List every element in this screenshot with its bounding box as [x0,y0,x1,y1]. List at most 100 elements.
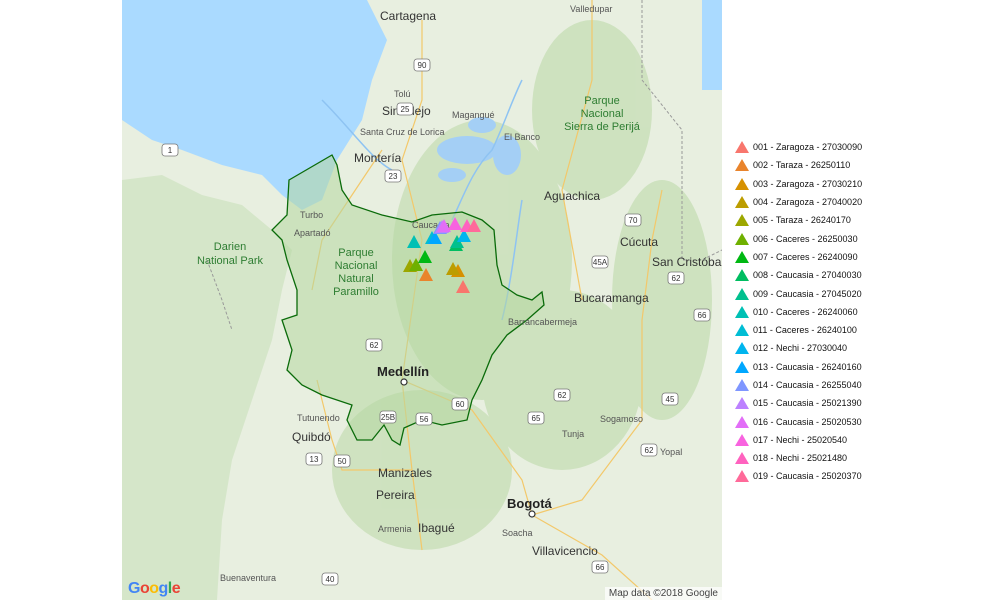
road-shield: 25B [379,410,397,424]
svg-text:60: 60 [456,400,465,409]
label-ibague: Ibagué [418,521,455,535]
label-tolu: Tolú [394,89,411,99]
triangle-icon [735,250,749,263]
lake-maracaibo [702,0,722,90]
triangle-icon [735,159,749,172]
legend-label: 017 - Nechi - 25020540 [753,434,848,445]
station-marker[interactable] [448,217,462,230]
station-marker[interactable] [418,250,432,263]
legend-item: 012 - Nechi - 27030040 [734,339,994,357]
legend-item: 001 - Zaragoza - 27030090 [734,138,994,156]
label-manizales: Manizales [378,466,432,480]
label-aguachica: Aguachica [544,189,600,203]
station-marker[interactable] [446,262,460,275]
label-soacha: Soacha [502,528,533,538]
map-canvas: Cartagena Valledupar Tolú Sincelejo Maga… [122,0,722,600]
google-logo: Google [128,580,181,597]
road-shield: 1 [161,143,179,157]
label-san-cristobal: San Cristóbal [652,255,722,269]
legend-item: 016 - Caucasia - 25020530 [734,412,994,430]
legend-label: 012 - Nechi - 27030040 [753,343,848,354]
legend-label: 010 - Caceres - 26240060 [753,306,858,317]
label-yopal: Yopal [660,447,682,457]
country-border [206,0,722,331]
svg-text:90: 90 [418,61,427,70]
road-shield: 62 [553,388,571,402]
legend-label: 015 - Caucasia - 25021390 [753,398,862,409]
svg-text:66: 66 [698,311,707,320]
label-caucasia: Caucasia [412,220,450,230]
triangle-icon [735,397,749,410]
legend-item: 015 - Caucasia - 25021390 [734,394,994,412]
svg-text:66: 66 [596,563,605,572]
triangle-icon [735,342,749,355]
station-marker[interactable] [467,219,481,232]
road-shield: 45 [661,392,679,406]
map-view[interactable]: Cartagena Valledupar Tolú Sincelejo Maga… [122,0,722,600]
svg-text:45A: 45A [593,258,608,267]
map-attribution[interactable]: Map data ©2018 Google [604,587,722,600]
road-shield: 66 [591,560,609,574]
legend-item: 003 - Zaragoza - 27030210 [734,175,994,193]
legend-label: 005 - Taraza - 26240170 [753,215,851,226]
triangle-icon [735,360,749,373]
label-pereira: Pereira [376,488,415,502]
station-marker[interactable] [407,235,421,248]
road-shield: 60 [451,397,469,411]
road-shield: 66 [693,308,711,322]
triangle-icon [735,214,749,227]
station-marker[interactable] [450,235,464,248]
road-shield: 50 [333,454,351,468]
legend-item: 009 - Caucasia - 27045020 [734,284,994,302]
label-cartagena: Cartagena [380,9,436,23]
park-labels: Parque Nacional Sierra de Perijá Darien … [197,95,641,298]
label-paramillo-3: Natural [338,273,373,285]
legend-label: 014 - Caucasia - 26255040 [753,380,862,390]
label-monteria: Montería [354,151,402,165]
legend-item: 011 - Caceres - 26240100 [734,321,994,339]
station-marker[interactable] [409,258,423,271]
triangle-icon [735,433,749,446]
station-marker[interactable] [437,219,451,232]
legend-item: 013 - Caucasia - 26240160 [734,358,994,376]
svg-text:62: 62 [370,341,379,350]
label-bucaramanga: Bucaramanga [574,291,649,305]
legend-label: 008 - Caucasia - 27040030 [753,270,862,281]
station-marker[interactable] [419,268,433,281]
svg-text:45: 45 [666,395,675,404]
label-perija-3: Sierra de Perijá [564,121,641,133]
road-shield: 70 [624,213,642,227]
road-shield: 62 [640,443,658,457]
label-cucuta: Cúcuta [620,235,658,249]
label-buenaventura: Buenaventura [220,573,276,583]
road-shield: 90 [413,58,431,72]
label-santa-cruz-de-lorica: Santa Cruz de Lorica [360,127,445,137]
svg-text:62: 62 [645,446,654,455]
svg-text:1: 1 [168,146,173,155]
city-labels: Cartagena Valledupar Tolú Sincelejo Maga… [220,4,722,583]
station-marker[interactable] [456,280,470,293]
triangle-icon [735,305,749,318]
svg-text:13: 13 [310,455,319,464]
road-shield: 45A [591,255,609,269]
station-marker[interactable] [457,229,471,242]
triangle-icon [735,287,749,300]
station-markers [403,217,481,293]
triangle-icon [735,196,749,209]
label-paramillo-2: Nacional [335,260,378,272]
legend-label: 002 - Taraza - 26250110 [753,160,851,171]
label-armenia: Armenia [378,524,412,534]
road-shield: 23 [384,169,402,183]
road-shield: 62 [667,271,685,285]
label-magangue: Magangué [452,110,495,120]
label-el-banco: El Banco [504,132,540,142]
triangle-icon [735,470,749,483]
triangle-icon [735,379,749,391]
city-dots [400,378,536,518]
label-quibdo: Quibdó [292,430,331,444]
legend-label: 009 - Caucasia - 27045020 [753,288,862,299]
legend-label: 003 - Zaragoza - 27030210 [753,178,863,189]
legend-item: 004 - Zaragoza - 27040020 [734,193,994,211]
label-bogota: Bogotá [507,496,553,511]
station-marker[interactable] [428,231,442,244]
